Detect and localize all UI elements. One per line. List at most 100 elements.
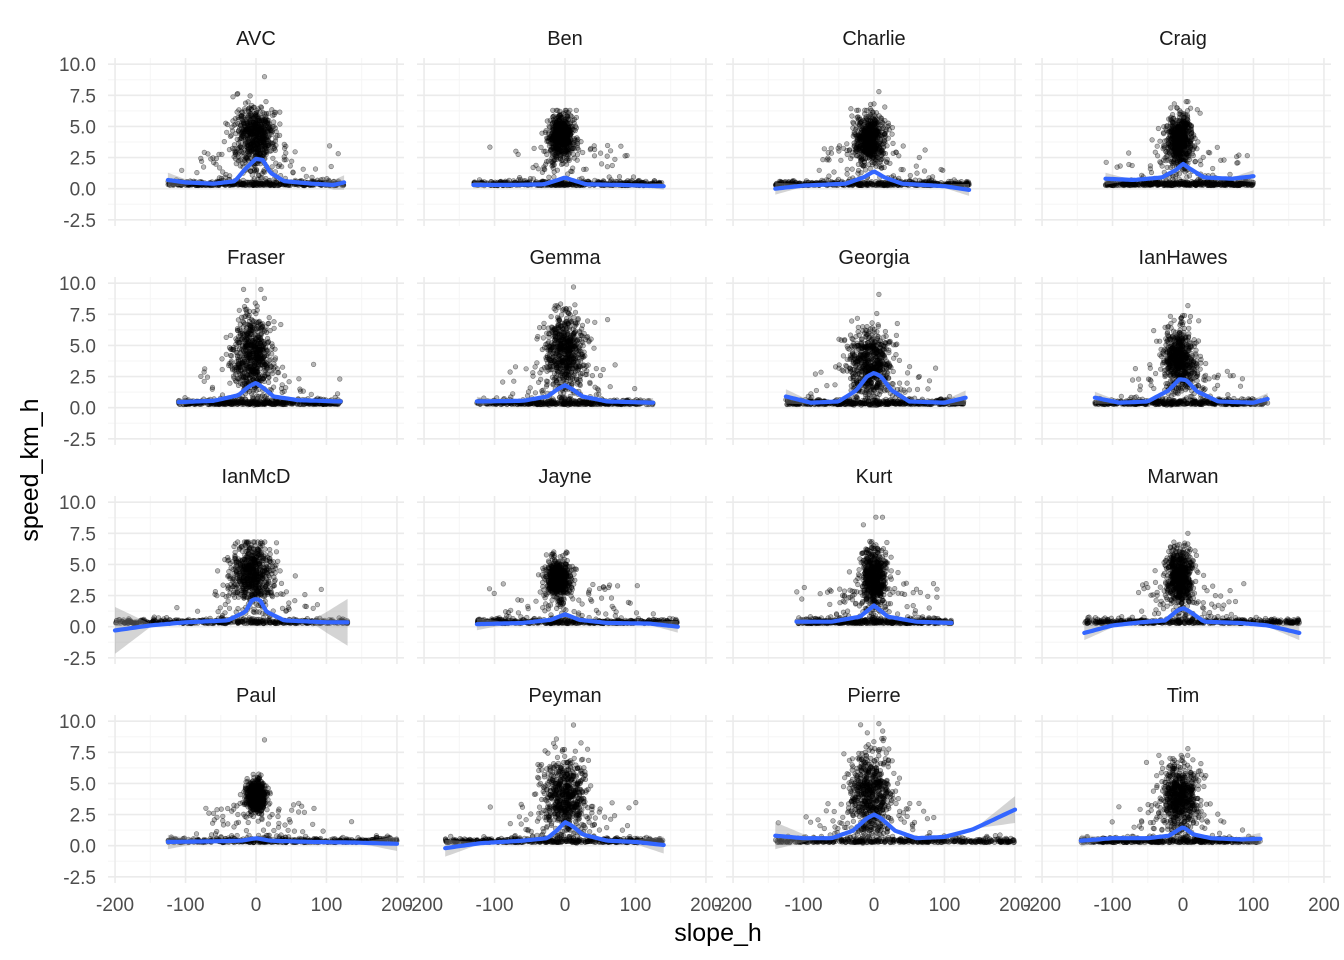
data-point (872, 117, 878, 123)
data-point (562, 139, 568, 145)
data-point (550, 124, 556, 130)
data-point (1170, 182, 1176, 188)
data-point (869, 141, 875, 147)
data-point (873, 133, 879, 139)
data-point (863, 133, 869, 139)
data-point (194, 170, 200, 176)
data-point (591, 153, 598, 159)
data-point (1194, 107, 1200, 113)
data-point (553, 153, 559, 160)
data-point (914, 170, 920, 176)
data-point (248, 106, 254, 112)
data-point (816, 167, 822, 173)
data-point (216, 151, 222, 157)
data-point (1157, 159, 1163, 165)
data-point (1103, 159, 1109, 165)
data-point (551, 174, 557, 180)
data-point (1177, 153, 1183, 159)
data-point (252, 167, 258, 173)
data-point (260, 136, 267, 142)
data-point (1171, 101, 1177, 107)
data-point (232, 156, 238, 162)
data-point (1177, 147, 1183, 153)
data-point (618, 143, 624, 149)
data-point (1163, 149, 1169, 155)
data-point (228, 132, 234, 138)
data-point (889, 131, 895, 137)
data-point (608, 177, 614, 183)
data-point (513, 148, 519, 154)
data-point (831, 169, 837, 175)
panel-ben: Ben (417, 28, 713, 226)
data-point (1169, 160, 1175, 166)
data-point (569, 145, 575, 152)
data-point (1224, 182, 1230, 188)
data-point (884, 143, 890, 149)
data-point (555, 139, 561, 145)
data-point (533, 162, 539, 168)
data-point (573, 107, 579, 113)
data-point (890, 173, 897, 179)
data-point (1182, 141, 1188, 148)
data-point (263, 111, 269, 117)
data-point (604, 142, 611, 149)
data-point (234, 109, 240, 115)
data-point (1159, 163, 1165, 169)
data-point (878, 153, 884, 159)
data-point (876, 88, 882, 95)
data-point (583, 166, 589, 172)
data-point (273, 160, 279, 166)
data-point (854, 152, 860, 159)
data-point (250, 115, 256, 122)
data-points (175, 286, 344, 408)
data-point (234, 136, 240, 142)
data-point (1126, 150, 1132, 156)
data-point (878, 115, 885, 121)
data-point (616, 174, 623, 180)
data-point (530, 176, 537, 182)
data-point (303, 173, 309, 179)
data-point (1187, 182, 1193, 188)
data-point (245, 114, 251, 120)
data-point (1149, 137, 1155, 143)
data-point (1221, 157, 1227, 163)
data-point (256, 172, 262, 178)
data-point (240, 177, 246, 183)
data-point (571, 120, 577, 126)
data-point (855, 107, 861, 113)
data-point (271, 119, 277, 125)
data-point (566, 157, 572, 163)
data-point (1170, 120, 1176, 126)
data-point (579, 175, 585, 181)
data-point (921, 168, 928, 174)
data-point (1186, 128, 1192, 134)
data-point (224, 129, 230, 135)
data-point (273, 142, 279, 148)
data-point (881, 138, 887, 144)
data-point (627, 178, 633, 184)
data-point (554, 107, 561, 113)
data-point (907, 172, 913, 179)
data-point (570, 165, 576, 171)
data-point (884, 159, 890, 166)
data-point (558, 145, 564, 151)
data-point (898, 166, 904, 173)
data-point (563, 130, 569, 136)
facet-label-craig: Craig (1159, 28, 1207, 50)
data-point (563, 148, 570, 154)
data-point (857, 137, 864, 143)
data-point (849, 166, 855, 172)
data-point (913, 163, 919, 169)
data-point (1172, 142, 1179, 148)
data-point (246, 152, 252, 158)
data-point (889, 124, 896, 131)
data-point (612, 156, 618, 162)
data-point (938, 166, 944, 173)
data-point (231, 122, 237, 128)
data-point (240, 114, 247, 120)
data-point (844, 166, 850, 172)
data-point (327, 143, 333, 149)
data-point (865, 149, 871, 155)
